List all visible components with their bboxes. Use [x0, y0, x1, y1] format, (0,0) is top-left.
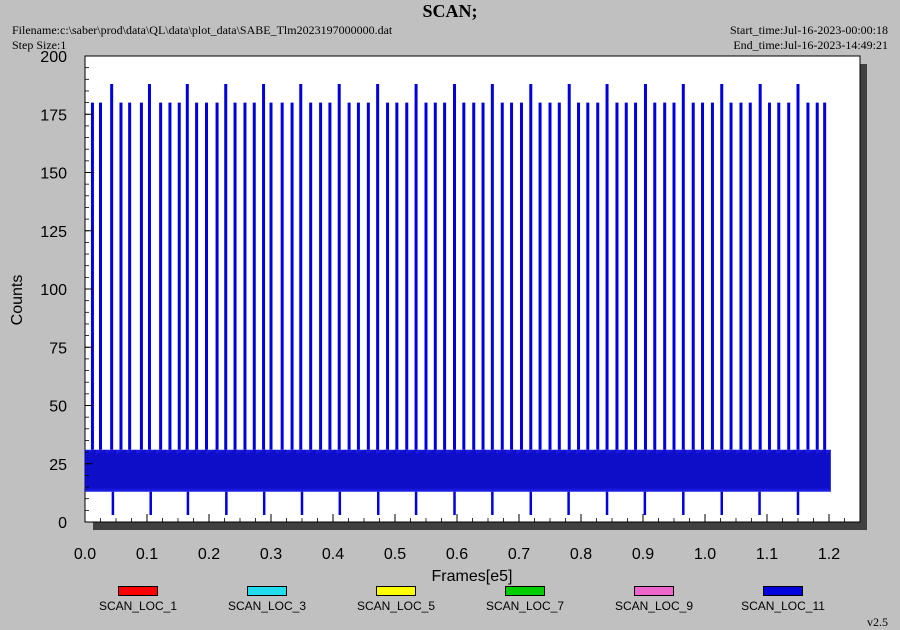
y-tick-label: 25: [49, 457, 67, 474]
x-tick-label: 0.5: [384, 546, 406, 563]
legend-label: SCAN_LOC_5: [356, 599, 436, 613]
legend-swatch: [118, 586, 158, 596]
y-tick-label: 0: [58, 515, 67, 532]
y-tick-label: 100: [40, 282, 67, 299]
x-tick-label: 1.2: [818, 546, 840, 563]
y-axis-label: Counts: [9, 275, 26, 326]
legend: SCAN_LOC_1 SCAN_LOC_3 SCAN_LOC_5 SCAN_LOC_7…: [0, 586, 900, 614]
y-tick-label: 125: [40, 224, 67, 241]
x-tick-label: 0.6: [446, 546, 468, 563]
x-tick-label: 0.2: [198, 546, 220, 563]
legend-item: SCAN_LOC_11: [723, 586, 843, 613]
x-tick-label: 0.3: [260, 546, 282, 563]
x-tick-label: 0.7: [508, 546, 530, 563]
legend-item: SCAN_LOC_3: [207, 586, 327, 613]
filename-label: Filename:c:\saber\prod\data\QL\data\plot…: [12, 23, 393, 37]
legend-label: SCAN_LOC_9: [614, 599, 694, 613]
start-time-label: Start_time:Jul-16-2023-00:00:18: [730, 23, 888, 37]
step-size-label: Step Size:1: [12, 38, 67, 52]
x-tick-label: 0.4: [322, 546, 344, 563]
version-label: v2.5: [867, 615, 888, 629]
y-tick-label: 200: [40, 49, 67, 66]
legend-item: SCAN_LOC_9: [594, 586, 714, 613]
series-scan-loc-11: [84, 83, 831, 516]
legend-swatch: [247, 586, 287, 596]
legend-swatch: [763, 586, 803, 596]
y-tick-label: 50: [49, 399, 67, 416]
legend-item: SCAN_LOC_7: [465, 586, 585, 613]
legend-item: SCAN_LOC_5: [336, 586, 456, 613]
axes: 0 25 50 75 100 125 150 175 200 0.0 0.1 0.2 0.3 0.4 0.5…: [40, 49, 861, 563]
legend-swatch: [505, 586, 545, 596]
x-axis-label: Frames[e5]: [432, 568, 513, 585]
legend-swatch: [634, 586, 674, 596]
end-time-label: End_time:Jul-16-2023-14:49:21: [733, 38, 888, 52]
legend-item: SCAN_LOC_1: [78, 586, 198, 613]
y-tick-label: 175: [40, 107, 67, 124]
x-tick-label: 0.0: [74, 546, 96, 563]
legend-label: SCAN_LOC_7: [485, 599, 565, 613]
x-tick-label: 0.8: [570, 546, 592, 563]
series-baseline-oscillation: [84, 449, 830, 489]
x-tick-label: 1.0: [694, 546, 716, 563]
x-tick-label: 1.1: [756, 546, 778, 563]
legend-label: SCAN_LOC_3: [227, 599, 307, 613]
legend-label: SCAN_LOC_1: [98, 599, 178, 613]
legend-swatch: [376, 586, 416, 596]
y-tick-label: 75: [49, 340, 67, 357]
x-tick-label: 0.1: [136, 546, 158, 563]
y-tick-label: 150: [40, 166, 67, 183]
chart-title: SCAN;: [422, 1, 478, 21]
x-tick-label: 0.9: [632, 546, 654, 563]
legend-label: SCAN_LOC_11: [741, 599, 825, 613]
